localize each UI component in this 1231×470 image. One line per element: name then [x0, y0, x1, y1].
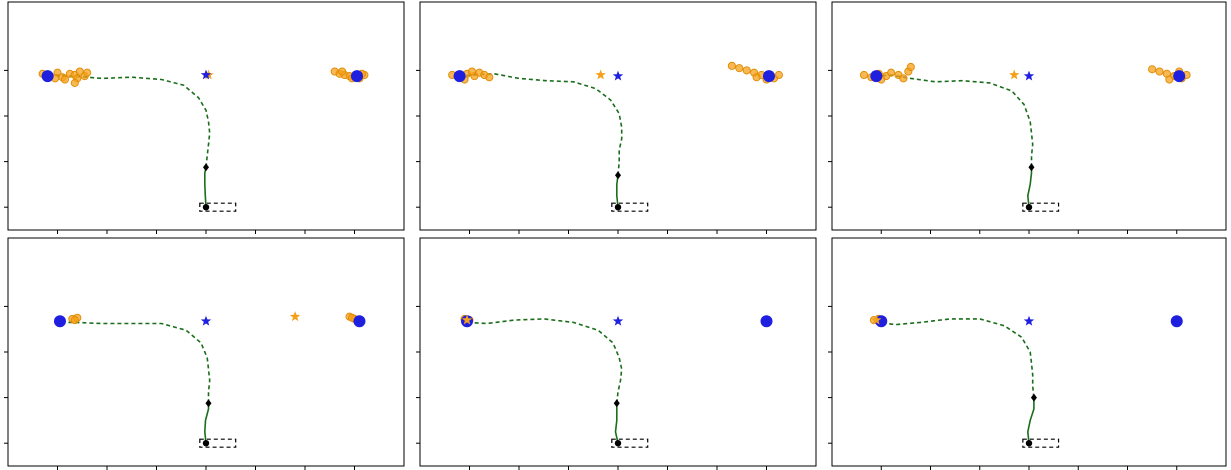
predicted-goal-star — [871, 314, 882, 325]
vehicle-marker — [614, 440, 622, 447]
ego-box — [1022, 438, 1060, 448]
vehicle-marker — [1025, 440, 1033, 447]
vehicle-marker — [614, 204, 622, 211]
goal-marker — [353, 315, 366, 328]
goal-marker — [870, 70, 883, 83]
future-trajectory — [459, 72, 623, 176]
predicted-endpoint — [1148, 65, 1157, 74]
panel-bottom-right — [828, 237, 1227, 470]
predicted-endpoint — [906, 62, 915, 72]
axes-frame — [419, 237, 817, 467]
panel-bottom-left — [4, 237, 405, 470]
axes-frame — [7, 237, 405, 467]
observed-trajectory — [614, 403, 619, 444]
future-trajectory — [876, 74, 1034, 168]
predicted-endpoint — [70, 78, 79, 87]
predicted-goal-star — [461, 314, 473, 325]
predicted-endpoint — [1155, 67, 1164, 76]
current-position-marker — [615, 171, 621, 180]
true-goal-star — [200, 315, 212, 326]
panel-top-center — [416, 1, 817, 234]
predicted-endpoint — [742, 66, 751, 75]
predicted-endpoint — [752, 73, 761, 82]
goal-marker — [762, 70, 775, 83]
goal-marker — [760, 315, 773, 328]
current-position-marker — [203, 163, 209, 172]
goal-marker — [1173, 70, 1186, 83]
predicted-endpoint — [774, 70, 783, 80]
true-goal-star — [1023, 70, 1035, 81]
current-position-marker — [1030, 393, 1037, 402]
predicted-endpoint — [735, 64, 744, 73]
vehicle-marker — [202, 440, 210, 447]
true-goal-star — [612, 315, 624, 326]
observed-trajectory — [204, 167, 207, 208]
axes-frame — [419, 1, 817, 231]
panel-top-right — [828, 1, 1227, 234]
true-goal-star — [612, 70, 624, 81]
predicted-endpoint — [899, 74, 908, 83]
predicted-endpoint — [727, 61, 736, 70]
vehicle-marker — [202, 204, 210, 211]
predicted-endpoint — [338, 67, 347, 76]
future-trajectory — [876, 318, 1035, 398]
predicted-endpoint — [1165, 75, 1174, 84]
predicted-endpoint — [83, 68, 92, 77]
goal-marker — [41, 70, 54, 83]
predicted-goal-star — [289, 311, 301, 322]
current-position-marker — [1028, 163, 1035, 172]
goal-marker — [875, 315, 888, 328]
panel-top-left — [4, 1, 405, 234]
predicted-endpoint — [60, 75, 69, 84]
observed-trajectory — [616, 175, 619, 208]
ego-box — [611, 202, 649, 212]
ego-box — [199, 438, 237, 448]
predicted-endpoint — [485, 73, 494, 82]
predicted-endpoint — [70, 316, 79, 325]
goal-marker — [350, 70, 363, 83]
predicted-endpoint — [887, 68, 896, 77]
predicted-goal-star — [595, 69, 606, 80]
current-position-marker — [613, 399, 620, 408]
observed-trajectory — [1026, 397, 1035, 444]
axes-frame — [831, 237, 1227, 467]
vehicle-marker — [1025, 204, 1033, 211]
predicted-endpoint — [859, 70, 869, 80]
true-goal-star — [200, 69, 212, 80]
true-goal-star — [1023, 315, 1035, 326]
current-position-marker — [205, 399, 212, 408]
panel-bottom-center — [416, 237, 817, 470]
ego-box — [199, 202, 237, 212]
ego-box — [1022, 202, 1060, 212]
future-trajectory — [60, 321, 211, 404]
predicted-goal-star — [1008, 69, 1020, 80]
goal-marker — [453, 70, 466, 83]
future-trajectory — [466, 318, 623, 404]
predicted-endpoint — [467, 67, 477, 76]
goal-marker — [1170, 315, 1183, 328]
goal-marker — [53, 315, 66, 328]
ego-box — [611, 438, 649, 448]
axes-frame — [7, 1, 405, 231]
